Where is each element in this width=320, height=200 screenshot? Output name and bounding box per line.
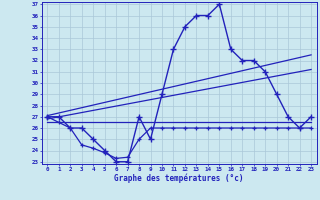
X-axis label: Graphe des températures (°c): Graphe des températures (°c) [115, 173, 244, 183]
